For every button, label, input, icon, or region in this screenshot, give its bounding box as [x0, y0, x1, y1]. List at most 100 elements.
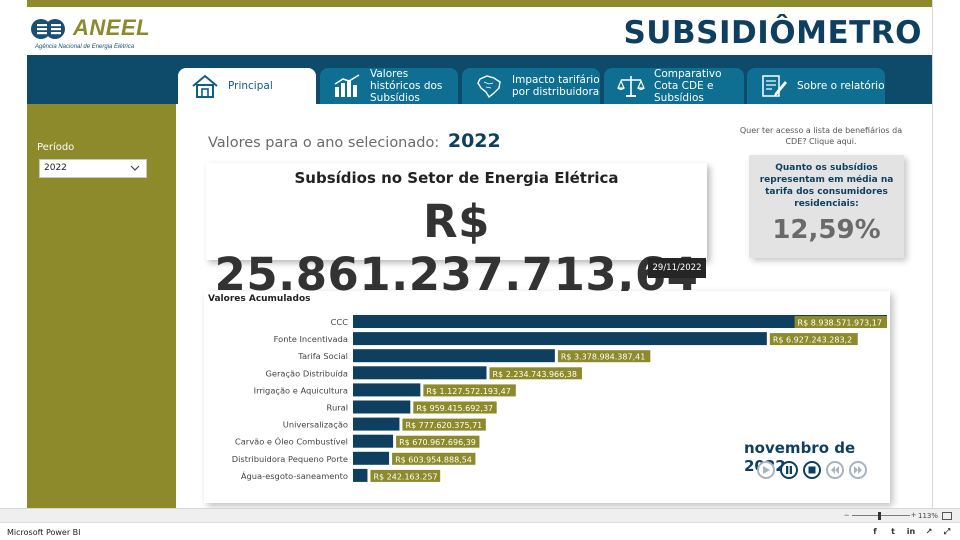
bar[interactable]	[353, 332, 767, 346]
chart-title: Valores Acumulados	[208, 294, 311, 304]
period-dropdown[interactable]: 2022	[39, 159, 147, 178]
bar-category-label: Universalização	[283, 420, 348, 430]
year-prefix: Valores para o ano selecionado:	[208, 135, 440, 151]
scales-icon	[617, 76, 645, 97]
top-accent-strip	[27, 0, 932, 7]
twitter-icon[interactable]: t	[891, 527, 895, 536]
bar-category-label: Tarifa Social	[297, 351, 348, 361]
aneel-logo: ANEEL Agência Nacional de Energia Elétri…	[31, 15, 151, 51]
bar[interactable]	[353, 315, 887, 328]
bar[interactable]	[353, 400, 411, 414]
app-title: SUBSIDIÔMETRO	[623, 15, 922, 51]
previous-button[interactable]	[826, 461, 844, 479]
tab-comparativo-cota[interactable]: Comparativo Cota CDE e Subsídios	[604, 68, 744, 104]
chevron-down-icon	[130, 165, 140, 171]
document-edit-icon	[762, 75, 787, 97]
period-value: 2022	[44, 163, 67, 173]
bar[interactable]	[353, 383, 421, 397]
facebook-icon[interactable]: f	[873, 527, 877, 536]
bottom-bar: Microsoft Power BI f t in ↗ ⤢	[0, 522, 960, 540]
logo-text: ANEEL	[73, 15, 151, 40]
data-label-background	[396, 435, 480, 448]
skip-back-icon	[831, 466, 839, 474]
bar-category-label: CCC	[331, 317, 349, 327]
bar-data-label: R$ 670.967.696,39	[399, 438, 476, 447]
total-subsidies-value: R$ 25.861.237.713,64	[214, 195, 699, 301]
tab-principal[interactable]: Principal	[178, 68, 316, 104]
status-bar: − + 113%	[0, 508, 960, 522]
zoom-slider[interactable]	[852, 515, 910, 516]
residential-share-card: Quanto os subsídios representam em média…	[749, 155, 904, 258]
bar-data-label: R$ 959.415.692,37	[416, 404, 493, 413]
skip-forward-icon	[854, 466, 862, 474]
data-label-background	[557, 350, 651, 363]
residential-share-title: Quanto os subsídios representam em média…	[759, 163, 894, 209]
pause-button[interactable]	[780, 461, 798, 479]
data-label-background	[794, 316, 887, 328]
residential-share-value: 12,59%	[772, 215, 881, 245]
app-name: Microsoft Power BI	[7, 528, 81, 537]
period-label: Período	[37, 142, 75, 153]
share-icon[interactable]: ↗	[925, 527, 933, 536]
bar-data-label: R$ 2.234.743.966,38	[493, 370, 577, 379]
data-label-background	[413, 401, 497, 414]
bar[interactable]	[353, 451, 390, 465]
logo-subtitle: Agência Nacional de Energia Elétrica	[35, 44, 135, 50]
bar-category-label: Geração Distribuída	[265, 368, 348, 378]
linkedin-icon[interactable]: in	[906, 527, 916, 536]
bar-data-label: R$ 242.163.257	[373, 472, 437, 481]
bar[interactable]	[353, 417, 400, 431]
house-icon	[192, 74, 218, 98]
accumulated-values-chart: Valores Acumulados CCC R$ 8.938.571.973,1…	[204, 291, 890, 503]
aneel-logo-icon	[31, 19, 65, 39]
total-subsidies-title: Subsídios no Setor de Energia Elétrica	[294, 169, 619, 187]
bar-data-label: R$ 777.620.375,71	[405, 421, 482, 430]
bar-category-label: Água-esgoto-saneamento	[241, 470, 348, 481]
bar[interactable]	[353, 468, 368, 482]
stop-icon	[808, 466, 816, 474]
bar-category-label: Irrigação e Aquicultura	[254, 385, 348, 395]
zoom-in-button[interactable]: +	[911, 510, 917, 520]
data-label-background	[402, 418, 486, 431]
filter-sidebar: Período 2022	[27, 104, 176, 508]
bar-category-label: Fonte Incentivada	[274, 334, 348, 344]
zoom-slider-handle[interactable]	[878, 512, 881, 520]
fullscreen-icon[interactable]: ⤢	[943, 527, 951, 536]
data-label-background	[370, 469, 441, 482]
bar-category-label: Distribuidora Pequeno Porte	[232, 454, 348, 464]
play-button[interactable]	[757, 461, 775, 479]
bar-data-label: R$ 1.127.572.193,47	[426, 387, 510, 396]
date-badge: 29/11/2022	[648, 258, 706, 278]
tab-sobre-relatorio[interactable]: Sobre o relatório	[747, 68, 885, 104]
stop-button[interactable]	[803, 461, 821, 479]
fit-to-page-icon[interactable]	[942, 512, 952, 520]
zoom-value: 113%	[918, 512, 939, 520]
year-value: 2022	[447, 130, 501, 152]
bar-data-label: R$ 8.938.571.973,17	[798, 319, 882, 328]
main-content: Valores para o ano selecionado: 2022 Sub…	[176, 104, 932, 508]
report-header: ANEEL Agência Nacional de Energia Elétri…	[27, 7, 932, 55]
bar-data-label: R$ 603.954.888,54	[395, 455, 472, 464]
tab-label: Comparativo Cota CDE e Subsídios	[654, 68, 722, 104]
brazil-map-icon	[477, 75, 501, 99]
bar-chart: CCC R$ 8.938.571.973,17 Fonte Incentivada R…	[232, 315, 887, 482]
data-label-background	[392, 452, 476, 465]
right-gutter	[932, 0, 960, 508]
bar-data-label: R$ 3.378.984.387,41	[561, 353, 645, 362]
bar-data-label: R$ 6.927.243.283,2	[773, 336, 852, 345]
tab-label: Valores históricos dos Subsídios	[370, 68, 443, 104]
tab-label: Principal	[228, 80, 273, 92]
data-label-background	[489, 367, 582, 380]
bar-category-label: Rural	[327, 403, 348, 413]
selected-year-line: Valores para o ano selecionado: 2022	[208, 130, 501, 152]
zoom-out-button[interactable]: −	[844, 510, 850, 520]
bar[interactable]	[353, 366, 487, 380]
next-button[interactable]	[849, 461, 867, 479]
bar-chart-icon	[334, 74, 360, 97]
cde-beneficiaries-link[interactable]: Quer ter acesso a lista de benefiários d…	[739, 126, 903, 146]
tab-impacto-tarifario[interactable]: Impacto tarifário por distribuidora	[462, 68, 600, 104]
bar[interactable]	[353, 349, 555, 363]
bar[interactable]	[353, 434, 394, 448]
tab-valores-historicos[interactable]: Valores históricos dos Subsídios	[320, 68, 458, 104]
